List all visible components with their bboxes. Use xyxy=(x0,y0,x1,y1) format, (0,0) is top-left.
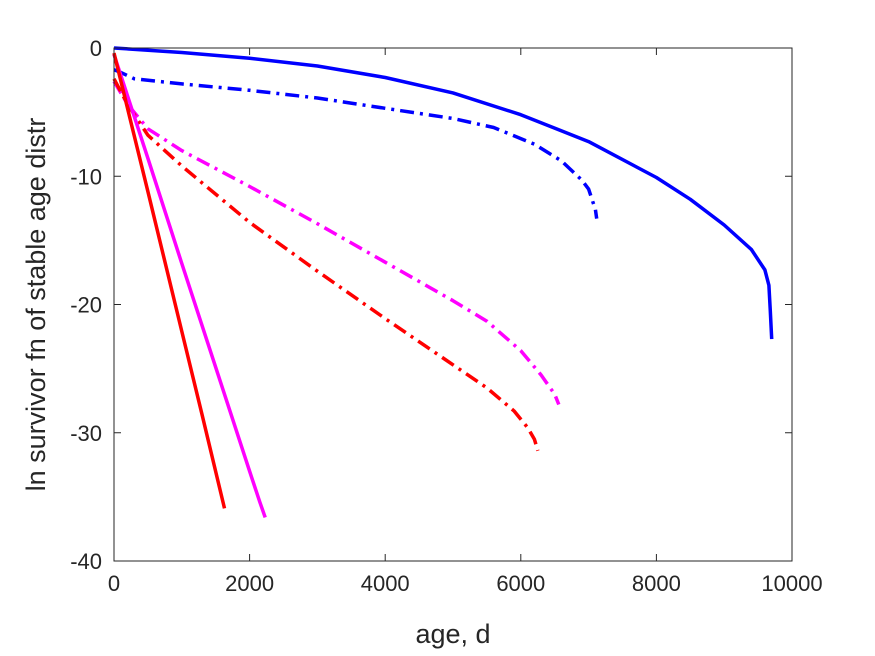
y-tick-label-2: -20 xyxy=(70,293,102,318)
plot-background xyxy=(114,48,792,561)
x-tick-label-2: 4000 xyxy=(361,571,410,596)
y-tick-label-1: -10 xyxy=(70,164,102,189)
x-tick-label-0: 0 xyxy=(108,571,120,596)
series-line-4 xyxy=(112,77,540,452)
y-tick-label-4: -40 xyxy=(70,549,102,574)
x-tick-label-4: 8000 xyxy=(632,571,681,596)
series-line-1 xyxy=(113,46,774,340)
x-tick-label-5: 10000 xyxy=(761,571,822,596)
y-axis-label: ln survivor fn of stable age distr xyxy=(21,118,51,492)
series-line-2 xyxy=(113,68,599,219)
x-tick-label-3: 6000 xyxy=(496,571,545,596)
series-layer xyxy=(112,46,774,518)
y-tick-label-0: 0 xyxy=(90,36,102,61)
series-line-6 xyxy=(112,52,227,509)
x-axis-label: age, d xyxy=(415,619,490,649)
series-line-5 xyxy=(112,53,267,518)
y-tick-label-3: -30 xyxy=(70,421,102,446)
x-tick-label-1: 2000 xyxy=(225,571,274,596)
tick-labels-layer: 0 2000 4000 6000 8000 10000 0 -10 -20 -30 -40 xyxy=(70,36,822,596)
ticks-layer xyxy=(113,47,793,562)
series-line-3 xyxy=(112,80,561,406)
